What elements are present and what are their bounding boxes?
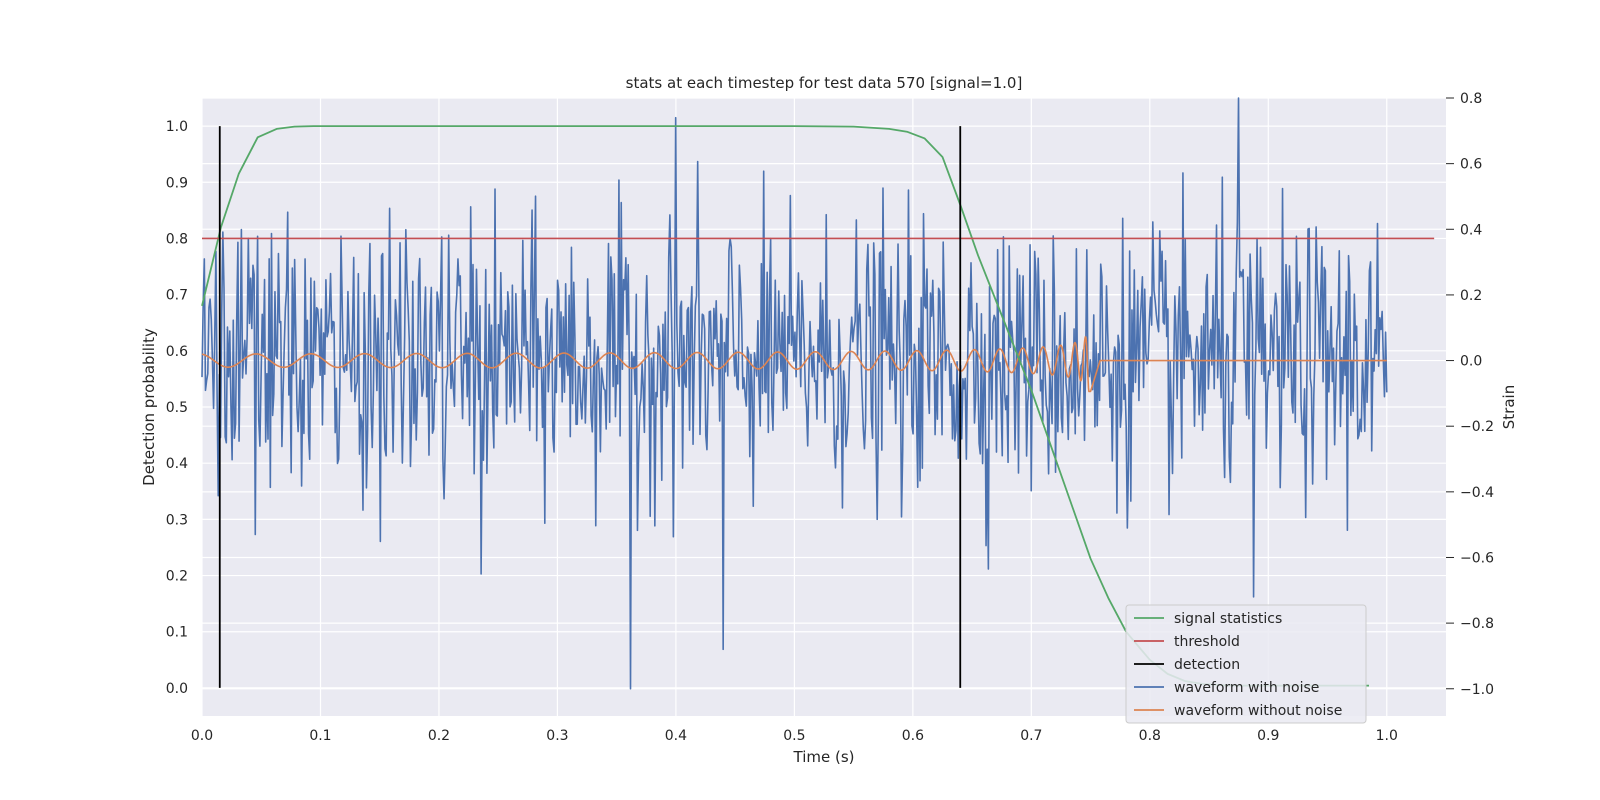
x-tick-label: 0.6 <box>902 728 924 744</box>
y-tick-label-right: −0.4 <box>1460 485 1494 501</box>
x-tick-label: 0.7 <box>1020 728 1042 744</box>
x-tick-label: 1.0 <box>1376 728 1398 744</box>
y-tick-label-left: 0.0 <box>166 681 188 697</box>
legend-label: signal statistics <box>1174 611 1282 627</box>
y-tick-label-left: 0.3 <box>166 512 188 528</box>
y-tick-label-right: −0.8 <box>1460 616 1494 632</box>
y-tick-label-right: 0.0 <box>1460 354 1482 370</box>
x-tick-label: 0.1 <box>309 728 331 744</box>
y-tick-label-left: 1.0 <box>166 119 188 135</box>
legend-label: waveform without noise <box>1174 703 1342 719</box>
y-tick-label-right: 0.4 <box>1460 222 1482 238</box>
series-line-waveform-without-noise <box>201 336 1388 393</box>
x-tick-label: 0.5 <box>783 728 805 744</box>
y-axis-label-right: Strain <box>1500 385 1518 429</box>
x-axis-label: Time (s) <box>793 748 855 766</box>
y-tick-label-right: 0.8 <box>1460 91 1482 107</box>
y-axis-label-left: Detection probability <box>140 328 158 486</box>
legend: signal statistics threshold detection wavef… <box>1125 604 1367 724</box>
legend-label: detection <box>1174 657 1240 673</box>
x-tick-label: 0.9 <box>1257 728 1279 744</box>
x-tick-label: 0.2 <box>428 728 450 744</box>
y-tick-label-left: 0.6 <box>166 344 188 360</box>
chart-title: stats at each timestep for test data 570… <box>626 74 1023 92</box>
y-tick-label-left: 0.5 <box>166 400 188 416</box>
x-tick-label: 0.8 <box>1139 728 1161 744</box>
x-tick-label: 0.0 <box>191 728 213 744</box>
legend-label: threshold <box>1174 634 1240 650</box>
y-tick-label-right: 0.2 <box>1460 288 1482 304</box>
y-tick-label-right: −1.0 <box>1460 682 1494 698</box>
series-line-waveform-with-noise <box>201 97 1388 690</box>
y-tick-label-left: 0.9 <box>166 175 188 191</box>
y-tick-label-left: 0.1 <box>166 625 188 641</box>
y-tick-label-right: 0.6 <box>1460 157 1482 173</box>
x-tick-label: 0.3 <box>546 728 568 744</box>
y-tick-label-left: 0.4 <box>166 456 188 472</box>
y-tick-label-right: −0.6 <box>1460 550 1494 566</box>
y-tick-label-right: −0.2 <box>1460 419 1494 435</box>
legend-box <box>1125 604 1367 724</box>
legend-label: waveform with noise <box>1174 680 1319 696</box>
y-tick-label-left: 0.2 <box>166 569 188 585</box>
x-tick-label: 0.4 <box>665 728 687 744</box>
y-tick-label-left: 0.8 <box>166 231 188 247</box>
plot-area: 0.0 0.1 0.2 0.3 0.4 0.5 0.6 0.7 0.8 0.9 1.0 0.0 0.1 0… <box>166 91 1494 744</box>
y-tick-label-left: 0.7 <box>166 288 188 304</box>
